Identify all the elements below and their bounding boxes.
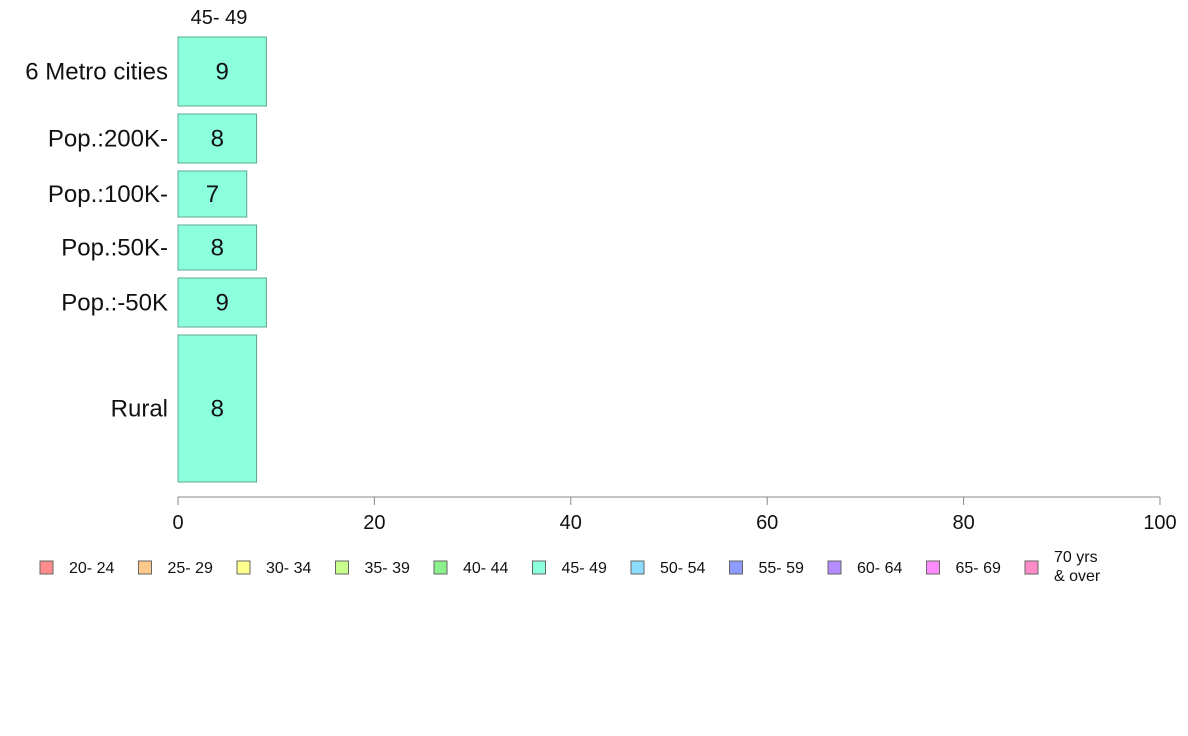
legend-item: 65- 69: [926, 560, 1001, 577]
bar: [177, 170, 248, 218]
legend-label: 30- 34: [266, 560, 311, 577]
legend-swatch: [433, 560, 448, 575]
x-tick-label: 80: [952, 512, 974, 534]
bar: [177, 334, 258, 483]
legend-label: 60- 64: [857, 560, 902, 577]
legend-item: 35- 39: [335, 560, 410, 577]
legend-swatch: [630, 560, 645, 575]
legend-swatch: [926, 560, 940, 575]
legend-swatch: [236, 560, 251, 575]
legend-label: 25- 29: [168, 560, 213, 577]
legend-label: 20- 24: [69, 560, 114, 577]
legend-item: 45- 49: [532, 560, 607, 577]
legend-item: 25- 29: [138, 560, 213, 577]
data-label: 8: [211, 126, 224, 153]
legend-swatch: [1024, 560, 1039, 575]
category-label: Pop.:200K-: [48, 126, 168, 153]
category-label: Rural: [111, 396, 168, 423]
series-title: 45- 49: [191, 7, 248, 29]
category-label: Pop.:50K-: [61, 235, 168, 262]
category-label: Pop.:100K-: [48, 181, 168, 208]
category-label: 6 Metro cities: [25, 59, 168, 86]
legend-swatch: [532, 560, 546, 575]
legend-item: 20- 24: [39, 560, 114, 577]
x-tick-label: 40: [560, 512, 582, 534]
legend-label: 35- 39: [365, 560, 410, 577]
legend-label: 40- 44: [463, 560, 508, 577]
legend-item: 70 yrs & over: [1024, 549, 1101, 585]
x-axis: 0 20 40 60 80 100: [172, 496, 1177, 534]
bar: [177, 36, 267, 107]
legend-item: 30- 34: [236, 560, 311, 577]
legend-item: 50- 54: [630, 560, 705, 577]
bar: [177, 113, 258, 164]
legend-swatch: [39, 560, 54, 575]
x-tick-label: 60: [756, 512, 778, 534]
legend-swatch: [335, 560, 349, 575]
legend-swatch: [138, 560, 152, 575]
legend-swatch: [827, 560, 842, 575]
legend-label: 50- 54: [660, 560, 705, 577]
legend-label: 70 yrs & over: [1054, 549, 1101, 585]
legend: 20- 24 25- 29 30- 34 35- 39 40- 44 45- 49 50- …: [39, 549, 1101, 585]
bar: [177, 277, 267, 328]
data-label: 7: [206, 181, 219, 208]
x-tick-label: 100: [1143, 512, 1176, 534]
legend-item: 55- 59: [729, 560, 804, 577]
x-tick-label: 0: [172, 512, 183, 534]
data-label: 8: [211, 396, 224, 423]
bar: [177, 224, 258, 271]
data-label: 8: [211, 235, 224, 262]
data-label: 9: [216, 59, 229, 86]
legend-item: 60- 64: [827, 560, 902, 577]
legend-item: 40- 44: [433, 560, 508, 577]
category-label: Pop.:-50K: [61, 290, 168, 317]
x-tick-label: 20: [363, 512, 385, 534]
bars-group: 6 Metro cities 9 Pop.:200K- 8 Pop.:100K- 7 Pop…: [25, 36, 267, 483]
legend-label: 45- 49: [562, 560, 607, 577]
data-label: 9: [216, 290, 229, 317]
legend-label: 65- 69: [956, 560, 1001, 577]
legend-label: 55- 59: [759, 560, 804, 577]
legend-swatch: [729, 560, 743, 575]
